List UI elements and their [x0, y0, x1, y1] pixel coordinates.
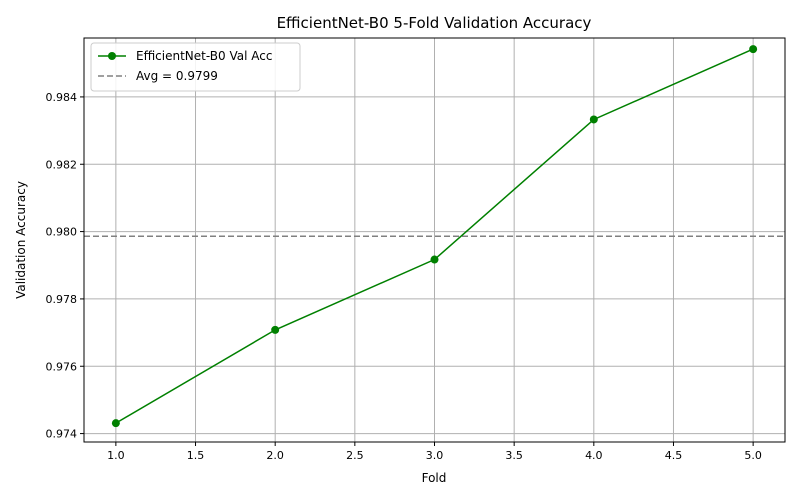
- x-tick-label: 3.0: [426, 449, 444, 462]
- x-tick-label: 4.0: [585, 449, 603, 462]
- legend: EfficientNet-B0 Val Acc Avg = 0.9799: [90, 42, 301, 92]
- x-axis-label: Fold: [422, 471, 447, 485]
- axis-ticks: 1.0 1.5 2.0 2.5 3.0 3.5 4.0 4.5 5.0 0.974 0.976 0.9…: [46, 91, 762, 462]
- data-point: [589, 115, 598, 124]
- legend-series-label: EfficientNet-B0 Val Acc: [136, 49, 272, 63]
- legend-box: [90, 42, 301, 92]
- data-point: [111, 419, 120, 428]
- plot-frame: [83, 37, 786, 443]
- x-tick-label: 5.0: [744, 449, 762, 462]
- x-tick-label: 4.5: [665, 449, 683, 462]
- data-point: [749, 45, 758, 54]
- x-tick-label: 2.0: [266, 449, 284, 462]
- data-point: [430, 255, 439, 264]
- x-tick-label: 1.5: [187, 449, 205, 462]
- legend-avg-label: Avg = 0.9799: [136, 69, 218, 83]
- legend-series-marker: [108, 52, 116, 60]
- series-layer: [111, 45, 758, 428]
- gridlines: [84, 38, 785, 442]
- y-tick-label: 0.974: [46, 428, 78, 441]
- y-tick-label: 0.984: [46, 91, 78, 104]
- y-tick-label: 0.976: [46, 360, 78, 373]
- chart-title: EfficientNet-B0 5-Fold Validation Accura…: [277, 14, 592, 32]
- y-tick-label: 0.982: [46, 158, 78, 171]
- x-tick-label: 1.0: [107, 449, 125, 462]
- data-point: [271, 325, 280, 334]
- y-axis-label: Validation Accuracy: [14, 181, 28, 299]
- x-tick-label: 3.5: [505, 449, 523, 462]
- x-tick-label: 2.5: [346, 449, 364, 462]
- y-tick-label: 0.978: [46, 293, 78, 306]
- y-tick-label: 0.980: [46, 226, 78, 239]
